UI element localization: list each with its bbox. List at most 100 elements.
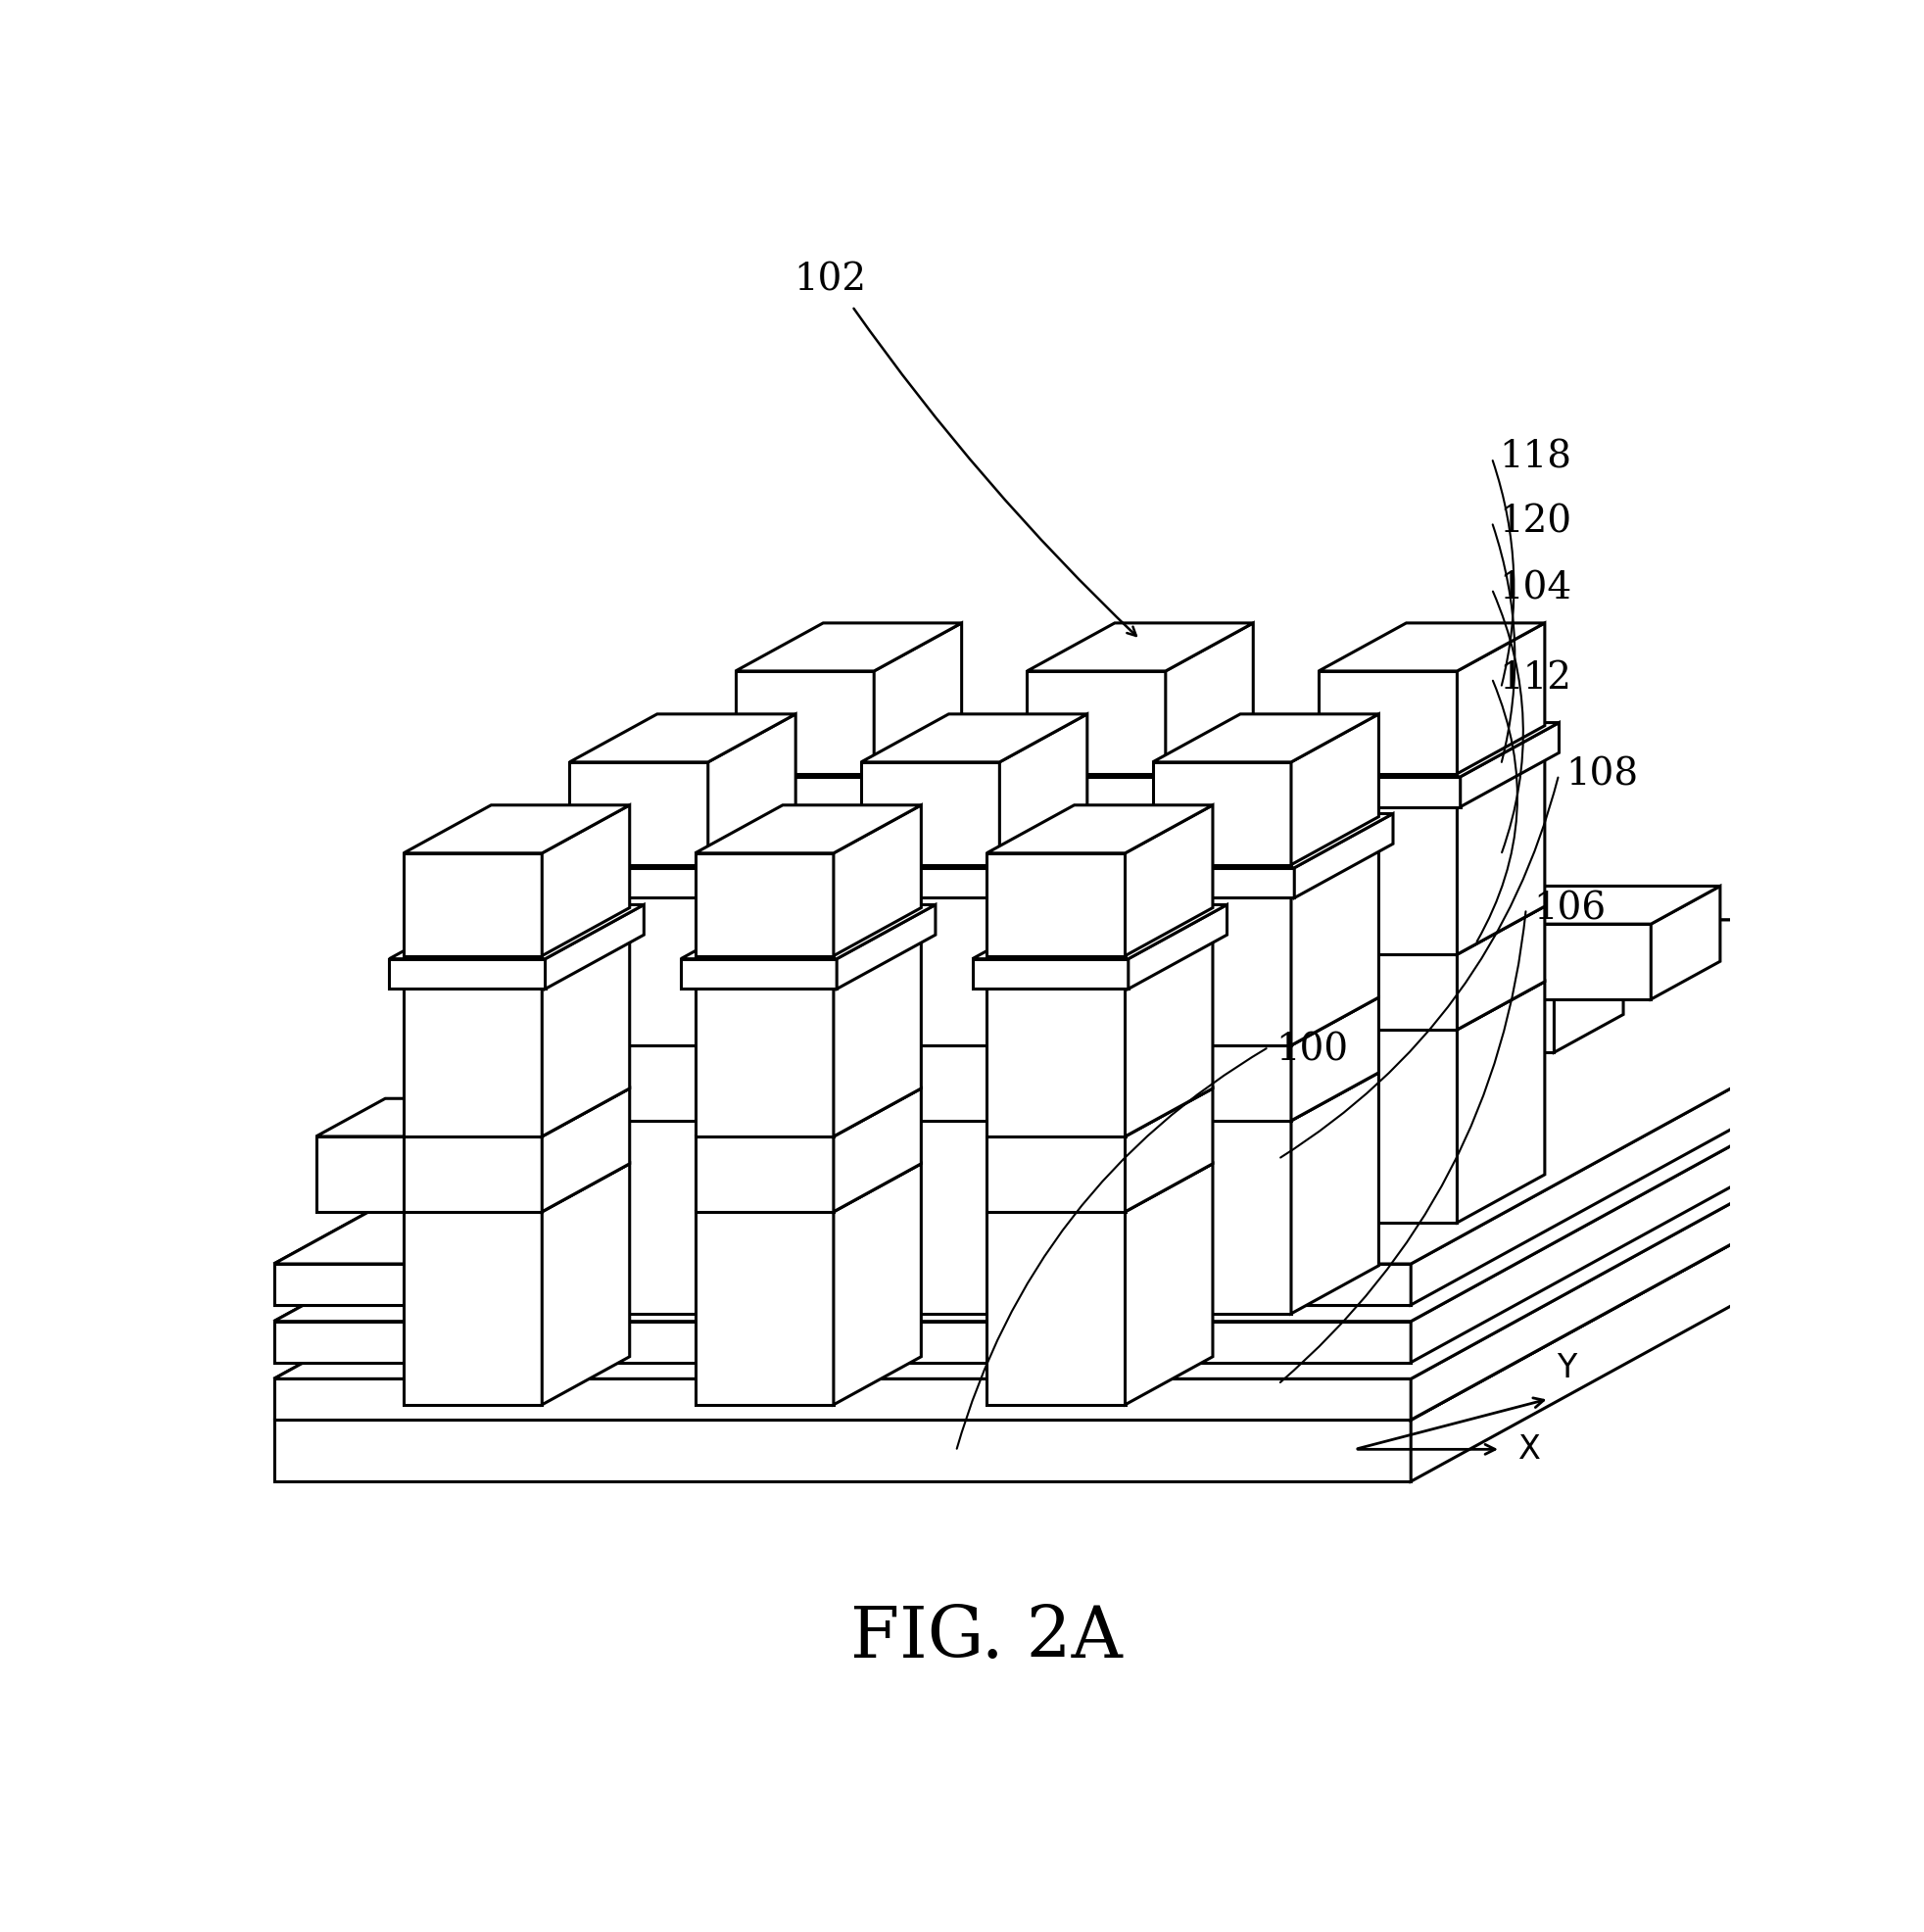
Polygon shape [1027,981,1253,1030]
Polygon shape [1152,715,1380,761]
Polygon shape [543,806,629,956]
Polygon shape [695,937,922,985]
Polygon shape [1360,1045,1430,1159]
Polygon shape [316,1099,1333,1136]
Polygon shape [1000,1072,1087,1314]
Polygon shape [735,804,873,954]
Polygon shape [570,761,708,866]
Polygon shape [1318,954,1456,1030]
Polygon shape [1000,997,1087,1121]
Polygon shape [873,906,962,1030]
Polygon shape [273,1379,1410,1420]
Text: X: X [1518,1434,1541,1466]
Polygon shape [1152,846,1380,895]
Polygon shape [1456,755,1545,954]
Polygon shape [1456,993,1526,1105]
Text: 104: 104 [1499,570,1572,607]
Polygon shape [1291,715,1380,866]
Polygon shape [987,1136,1126,1211]
Text: Y: Y [1557,1352,1576,1383]
Polygon shape [1027,622,1253,670]
Polygon shape [1152,895,1291,1045]
Polygon shape [1291,846,1380,1045]
Polygon shape [273,1036,1924,1379]
Polygon shape [543,937,629,1136]
Polygon shape [414,1084,1360,1159]
Polygon shape [570,1121,708,1314]
Polygon shape [1295,813,1393,898]
Polygon shape [1410,1036,1924,1420]
Polygon shape [1318,906,1545,954]
Polygon shape [510,993,1526,1030]
Polygon shape [862,895,1000,1045]
Polygon shape [1000,846,1087,1045]
Polygon shape [1000,715,1087,866]
Polygon shape [1410,1076,1924,1482]
Polygon shape [987,1211,1126,1405]
Polygon shape [570,895,708,1045]
Polygon shape [1002,813,1101,898]
Polygon shape [556,867,712,898]
Polygon shape [1304,723,1558,777]
Polygon shape [735,954,873,1030]
Polygon shape [1456,906,1545,1030]
Polygon shape [877,723,975,808]
Polygon shape [404,1136,543,1211]
Polygon shape [1166,622,1253,773]
Polygon shape [1126,1088,1212,1211]
Polygon shape [1456,622,1545,773]
Polygon shape [404,806,629,854]
Polygon shape [1555,939,1624,1053]
Polygon shape [695,1088,922,1136]
Polygon shape [735,622,962,670]
Polygon shape [1012,723,1268,777]
Polygon shape [404,985,543,1136]
Polygon shape [1318,755,1545,804]
Polygon shape [606,978,1555,1053]
Polygon shape [273,978,1924,1321]
Polygon shape [1460,723,1558,808]
Polygon shape [695,985,833,1136]
Polygon shape [273,1036,1924,1379]
Polygon shape [1152,761,1291,866]
Polygon shape [273,920,1924,1264]
Text: 112: 112 [1499,661,1572,696]
Polygon shape [1027,906,1253,954]
Polygon shape [1126,937,1212,1136]
Polygon shape [987,937,1212,985]
Polygon shape [873,755,962,954]
Polygon shape [1127,904,1228,989]
Polygon shape [1139,813,1393,867]
Polygon shape [404,937,629,985]
Polygon shape [404,1211,543,1405]
Polygon shape [556,813,810,867]
Polygon shape [1291,1072,1380,1314]
Polygon shape [847,867,1002,898]
Polygon shape [862,715,1087,761]
Polygon shape [1027,755,1253,804]
Polygon shape [862,1072,1087,1121]
Polygon shape [708,846,797,1045]
Polygon shape [1168,723,1268,808]
Polygon shape [1152,1121,1291,1314]
Polygon shape [862,761,1000,866]
Polygon shape [273,1076,1924,1420]
Polygon shape [862,1121,1000,1314]
Polygon shape [1166,906,1253,1030]
Polygon shape [273,978,1924,1321]
Polygon shape [1318,1030,1456,1223]
Polygon shape [681,904,935,958]
Polygon shape [404,854,543,956]
Polygon shape [972,958,1127,989]
Polygon shape [570,846,797,895]
Polygon shape [735,670,873,773]
Polygon shape [704,923,1651,999]
Polygon shape [273,1264,1410,1304]
Polygon shape [1126,806,1212,956]
Polygon shape [987,1163,1212,1211]
Polygon shape [681,958,837,989]
Polygon shape [1410,920,1924,1304]
Polygon shape [1012,777,1168,808]
Polygon shape [570,997,797,1045]
Polygon shape [543,1088,629,1211]
